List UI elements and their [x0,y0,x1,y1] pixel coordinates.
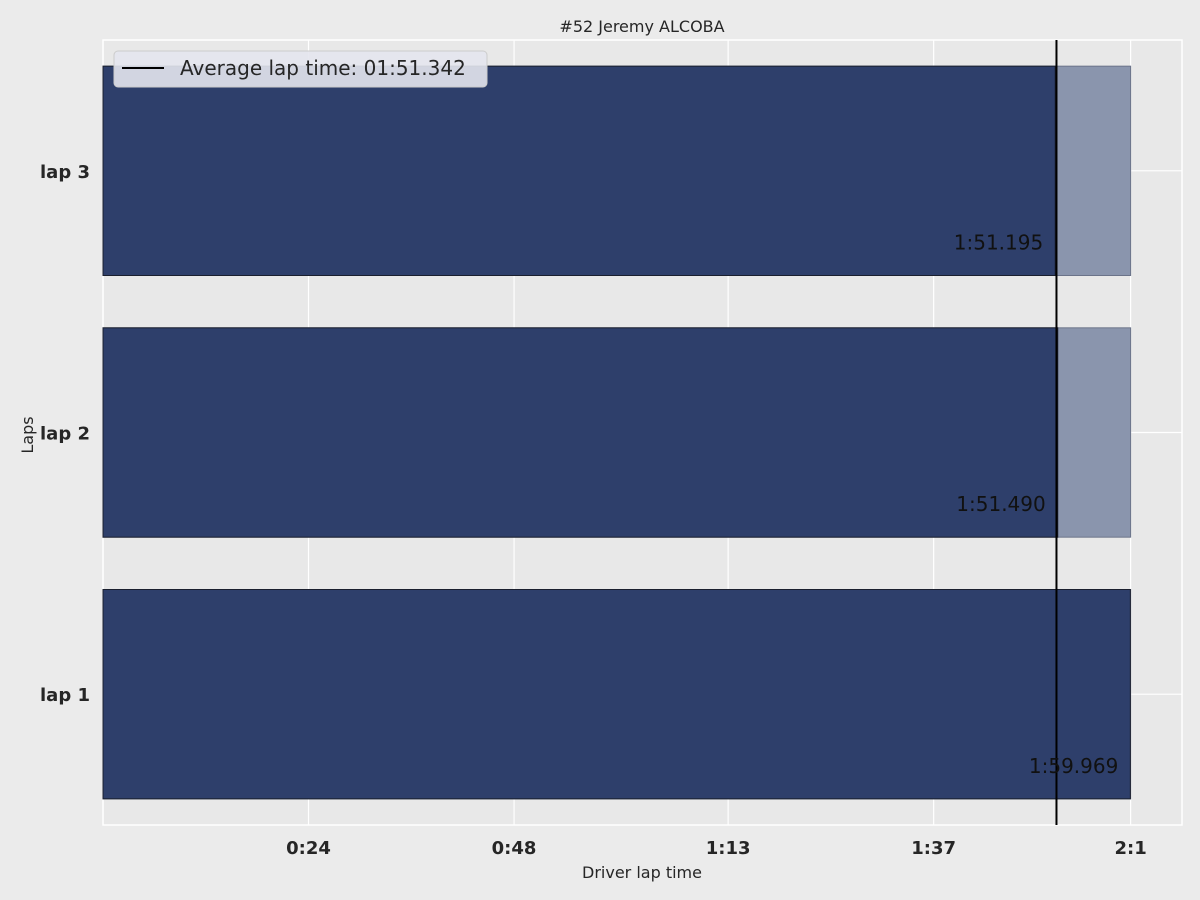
ticks-layer: 0:24 0:48 1:13 1:37 2:1 lap 1 lap 2 lap 3 [40,162,1147,859]
y-tick-label: lap 1 [40,685,90,706]
x-tick-label: 0:24 [286,838,331,859]
x-tick-label: 2:1 [1114,838,1146,859]
data-labels-layer: 1:59.969 1:51.490 1:51.195 [954,231,1119,778]
legend-box [113,50,488,88]
bar-value-label: 1:59.969 [1029,754,1118,778]
lap-bar [102,65,1056,276]
x-tick-label: 1:13 [706,838,751,859]
bar-value-label: 1:51.195 [954,231,1043,255]
lap-bar [102,589,1131,800]
y-axis-label: Laps [18,416,37,453]
chart-title: #52 Jeremy ALCOBA [559,17,724,36]
x-tick-label: 1:37 [911,838,956,859]
legend-label: Average lap time: 01:51.342 [180,56,466,80]
legend: Average lap time: 01:51.342 [113,50,488,88]
x-axis-label: Driver lap time [582,863,702,882]
y-tick-label: lap 3 [40,162,90,183]
lap-bar [102,327,1059,538]
x-tick-label: 0:48 [492,838,537,859]
bars-layer [102,65,1132,800]
y-tick-label: lap 2 [40,424,90,445]
bar-value-label: 1:51.490 [956,492,1045,516]
